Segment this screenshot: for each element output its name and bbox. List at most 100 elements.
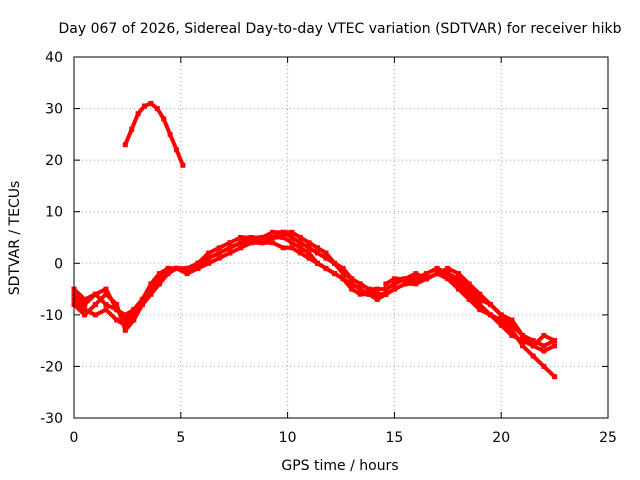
data-point xyxy=(92,291,98,297)
series-line xyxy=(72,235,388,317)
data-point xyxy=(466,286,472,292)
data-point xyxy=(114,317,120,323)
data-point xyxy=(139,302,145,307)
series-line xyxy=(123,101,185,168)
data-point xyxy=(270,240,276,246)
data-point xyxy=(383,291,389,297)
x-tick-label: 5 xyxy=(176,430,185,446)
data-point xyxy=(129,126,135,132)
data-point xyxy=(280,245,286,251)
data-point xyxy=(122,142,128,148)
x-tick-label: 20 xyxy=(492,430,510,446)
data-point xyxy=(184,271,190,277)
y-tick-label: -30 xyxy=(40,411,63,427)
data-point xyxy=(552,374,558,380)
data-point xyxy=(156,281,162,287)
data-point xyxy=(148,100,154,106)
data-point xyxy=(349,281,355,287)
data-point xyxy=(297,250,303,256)
data-point xyxy=(315,260,320,266)
data-point xyxy=(167,131,173,137)
data-point xyxy=(289,245,295,251)
data-point xyxy=(227,250,233,256)
data-point xyxy=(456,276,461,282)
data-point xyxy=(366,286,372,292)
data-point xyxy=(509,322,515,328)
data-point xyxy=(122,312,128,318)
data-point xyxy=(466,296,472,302)
data-point xyxy=(227,245,233,251)
data-point xyxy=(297,245,303,251)
data-point xyxy=(315,245,320,251)
data-point xyxy=(530,353,536,359)
chart-title: Day 067 of 2026, Sidereal Day-to-day VTE… xyxy=(59,21,622,37)
y-tick-label: 10 xyxy=(45,205,63,221)
x-tick-label: 10 xyxy=(279,430,297,446)
series-arc-early xyxy=(122,100,186,168)
data-point xyxy=(509,317,515,323)
data-point xyxy=(280,229,286,235)
data-point xyxy=(122,327,128,333)
data-point xyxy=(509,327,515,333)
data-point xyxy=(297,235,303,240)
data-point xyxy=(340,271,346,277)
data-point xyxy=(82,312,88,318)
grid xyxy=(74,57,608,418)
data-point xyxy=(374,291,380,297)
data-point xyxy=(552,338,558,344)
data-point xyxy=(530,343,536,349)
data-point xyxy=(82,302,88,307)
data-point xyxy=(323,265,329,271)
data-point xyxy=(206,250,212,256)
y-axis-label: SDTVAR / TECUs xyxy=(7,181,23,296)
data-point xyxy=(148,291,154,297)
data-point xyxy=(142,103,147,109)
data-point xyxy=(148,281,154,287)
plot-frame xyxy=(73,56,609,419)
data-point xyxy=(552,343,558,349)
data-point xyxy=(477,296,483,302)
y-tick-label: 20 xyxy=(45,153,63,169)
data-point xyxy=(423,276,429,282)
data-point xyxy=(541,343,547,349)
data-point xyxy=(488,312,493,318)
data-point xyxy=(357,286,363,292)
data-point xyxy=(270,235,276,240)
data-point xyxy=(216,245,222,251)
data-point xyxy=(434,271,440,277)
data-point xyxy=(103,291,109,297)
data-point xyxy=(103,302,109,307)
data-point xyxy=(114,302,120,307)
data-point xyxy=(383,281,389,287)
data-point xyxy=(165,271,171,277)
data-point xyxy=(82,296,88,302)
data-point xyxy=(456,286,461,292)
data-point xyxy=(206,260,212,266)
data-point xyxy=(131,307,137,313)
data-point xyxy=(122,317,128,323)
data-point xyxy=(289,229,295,235)
x-tick-label: 25 xyxy=(599,430,617,446)
data-point xyxy=(238,235,244,240)
y-tick-label: -10 xyxy=(40,308,63,324)
data-point xyxy=(498,322,504,328)
data-point xyxy=(289,240,295,246)
data-point xyxy=(332,260,338,266)
data-point xyxy=(402,276,408,282)
data-point xyxy=(323,255,329,261)
data-point xyxy=(165,265,171,271)
x-tick-label: 0 xyxy=(70,430,79,446)
data-point xyxy=(413,271,419,277)
data-point xyxy=(332,271,338,277)
data-point xyxy=(413,281,419,287)
data-point xyxy=(297,240,303,246)
data-point xyxy=(259,235,265,240)
data-point xyxy=(530,338,536,344)
data-point xyxy=(114,307,120,313)
x-axis-label: GPS time / hours xyxy=(281,458,398,474)
data-point xyxy=(366,291,372,297)
data-point xyxy=(289,235,295,240)
data-point xyxy=(174,265,179,271)
